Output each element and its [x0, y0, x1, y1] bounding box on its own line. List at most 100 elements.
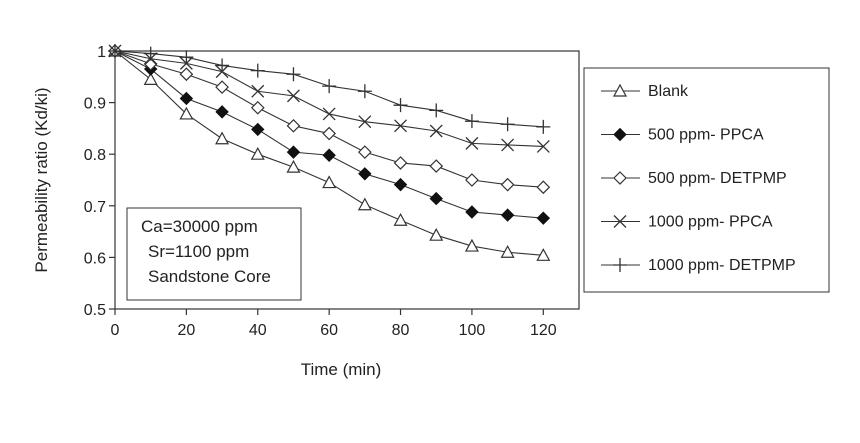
- x-tick-label: 100: [459, 322, 486, 339]
- legend: Blank 500 ppm- PPCA 500 ppm- DETPMP 1000 pp…: [583, 67, 830, 293]
- y-tick-label: 0.7: [84, 199, 106, 216]
- legend-label: 500 ppm- PPCA: [648, 127, 764, 144]
- y-axis-title: Permeability ratio (Kd/ki): [32, 87, 51, 272]
- legend-marker: [612, 83, 628, 97]
- data-point: [179, 50, 194, 65]
- legend-label: 1000 ppm- PPCA: [648, 214, 773, 231]
- condition-annotation: Ca=30000 ppm Sr=1100 ppm Sandstone Core: [126, 207, 302, 301]
- y-axis: 0.5 0.6 0.7 0.8 0.9 1: [84, 44, 115, 319]
- data-point: [465, 173, 479, 187]
- annotation-line-sr: Sr=1100 ppm: [148, 242, 249, 261]
- data-point: [251, 122, 265, 137]
- legend-label: 500 ppm- DETPMP: [648, 170, 787, 187]
- data-point: [393, 177, 408, 192]
- data-point: [429, 124, 443, 138]
- data-point: [429, 227, 444, 241]
- legend-label: Blank: [648, 83, 689, 100]
- annotation-box: [126, 207, 302, 301]
- data-point: [251, 84, 265, 98]
- y-tick-label: 0.5: [84, 302, 106, 319]
- series-layer: [107, 43, 551, 261]
- data-point: [500, 244, 515, 258]
- y-tick-label: 1: [97, 44, 106, 61]
- y-tick-label: 0.6: [84, 250, 106, 267]
- data-point: [500, 208, 515, 222]
- data-point: [357, 197, 372, 211]
- data-point: [108, 44, 122, 58]
- data-point: [250, 100, 265, 115]
- data-point: [287, 89, 300, 103]
- x-tick-label: 0: [111, 322, 120, 339]
- data-point: [464, 114, 479, 129]
- series-1: [107, 43, 551, 261]
- data-point: [536, 119, 551, 134]
- x-tick-label: 120: [530, 322, 557, 339]
- data-point: [143, 72, 158, 85]
- data-point: [215, 131, 230, 145]
- series-3: [108, 44, 551, 195]
- y-tick-label: 0.8: [84, 147, 106, 164]
- legend-item-3: 500 ppm- DETPMP: [601, 170, 787, 187]
- legend-item-1: Blank: [601, 83, 689, 100]
- data-point: [501, 138, 515, 152]
- data-point: [286, 159, 301, 173]
- data-point: [179, 67, 194, 82]
- data-point: [393, 98, 408, 113]
- data-point: [286, 145, 301, 159]
- legend-item-2: 500 ppm- PPCA: [601, 127, 764, 144]
- data-point: [358, 115, 372, 129]
- plot-border: [114, 50, 580, 310]
- legend-marker: [613, 215, 627, 228]
- data-point: [500, 117, 515, 132]
- y-tick-label: 0.9: [84, 96, 106, 113]
- data-point: [322, 148, 336, 162]
- x-axis-title: Time (min): [301, 360, 382, 379]
- data-point: [393, 212, 408, 226]
- series-5: [108, 44, 551, 134]
- x-axis: 0 20 40 60 80 100 120: [111, 309, 557, 339]
- data-point: [464, 238, 479, 252]
- legend-marker: [613, 127, 627, 142]
- data-point: [393, 156, 408, 170]
- data-point: [465, 136, 479, 150]
- data-point: [322, 79, 337, 94]
- data-point: [250, 63, 265, 78]
- data-point: [322, 175, 337, 189]
- x-tick-label: 40: [249, 322, 267, 339]
- x-tick-label: 80: [392, 322, 410, 339]
- data-point: [143, 46, 158, 61]
- data-point: [250, 146, 265, 160]
- series-line: [114, 50, 544, 188]
- data-point: [394, 119, 407, 133]
- legend-label: 1000 ppm- DETPMP: [648, 257, 796, 274]
- data-point: [536, 211, 551, 225]
- data-point: [322, 107, 336, 121]
- legend-item-4: 1000 ppm- PPCA: [601, 214, 773, 231]
- data-point: [536, 180, 551, 195]
- plot-area: [114, 50, 580, 310]
- data-point: [429, 103, 444, 118]
- data-point: [465, 205, 479, 219]
- data-point: [179, 91, 194, 106]
- data-point: [429, 191, 443, 206]
- annotation-line-ca: Ca=30000 ppm: [141, 217, 258, 236]
- data-point: [286, 118, 301, 133]
- legend-marker: [613, 258, 627, 272]
- annotation-line-core: Sandstone Core: [148, 267, 271, 286]
- data-point: [357, 84, 372, 99]
- data-point: [286, 67, 301, 82]
- data-point: [536, 248, 551, 261]
- legend-item-5: 1000 ppm- DETPMP: [601, 257, 796, 274]
- data-point: [215, 58, 230, 73]
- data-point: [357, 145, 372, 159]
- legend-marker: [613, 171, 627, 185]
- x-tick-label: 20: [177, 322, 195, 339]
- data-point: [358, 167, 372, 181]
- data-point: [322, 126, 337, 141]
- data-point: [429, 159, 444, 173]
- data-point: [536, 140, 550, 153]
- data-point: [179, 106, 194, 120]
- data-point: [500, 177, 515, 192]
- x-tick-label: 60: [320, 322, 338, 339]
